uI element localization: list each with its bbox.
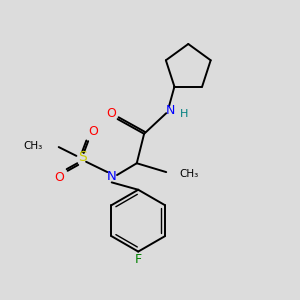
- Text: S: S: [78, 150, 87, 164]
- Text: F: F: [135, 253, 142, 266]
- Text: O: O: [88, 125, 98, 138]
- Text: N: N: [107, 170, 117, 183]
- Text: O: O: [106, 107, 116, 120]
- Text: N: N: [166, 104, 175, 117]
- Text: CH₃: CH₃: [23, 141, 43, 151]
- Text: O: O: [55, 171, 64, 184]
- Text: H: H: [180, 109, 189, 119]
- Text: CH₃: CH₃: [179, 169, 199, 178]
